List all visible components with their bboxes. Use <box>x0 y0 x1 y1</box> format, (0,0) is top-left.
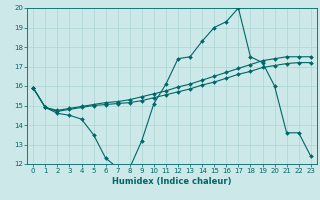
X-axis label: Humidex (Indice chaleur): Humidex (Indice chaleur) <box>112 177 232 186</box>
